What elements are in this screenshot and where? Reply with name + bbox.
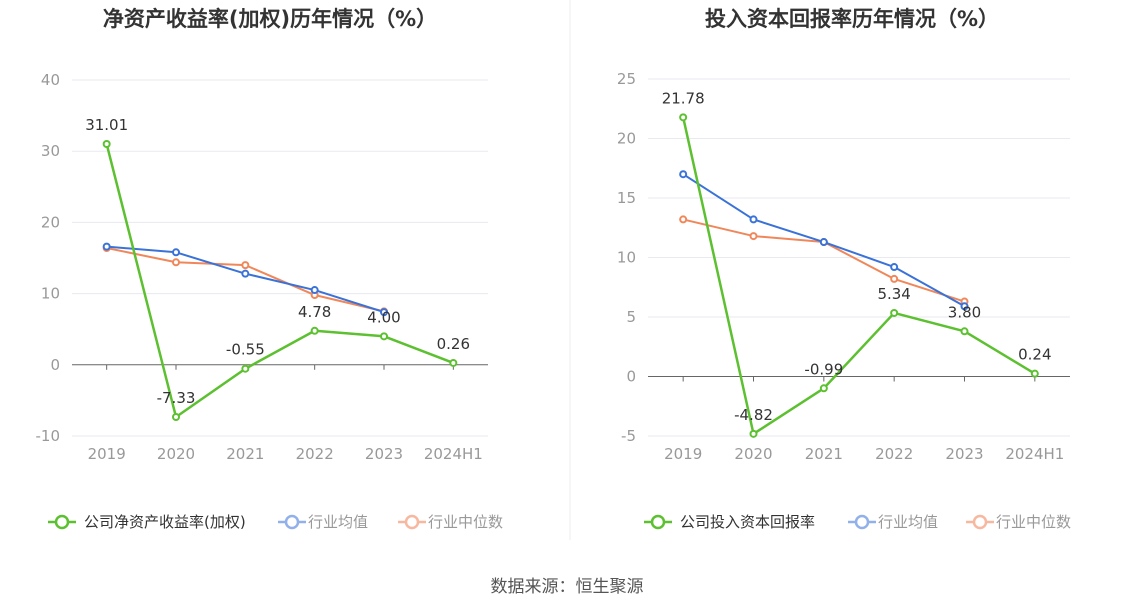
x-tick-label: 2024H1: [1005, 445, 1064, 463]
data-point-industry_avg[interactable]: [241, 269, 250, 278]
data-label: 31.01: [85, 116, 128, 134]
y-tick-label: 40: [41, 71, 60, 89]
data-point-company[interactable]: [102, 140, 111, 149]
data-source: 数据来源：恒生聚源: [491, 577, 644, 597]
series-line-company: [105, 143, 454, 419]
data-label: 0.26: [437, 335, 470, 353]
y-tick-label: 5: [626, 308, 636, 326]
data-point-company[interactable]: [241, 364, 250, 373]
x-tick-label: 2023: [365, 445, 403, 463]
y-tick-label: 20: [41, 213, 60, 231]
data-point-company[interactable]: [449, 358, 458, 367]
data-point-industry_avg[interactable]: [960, 302, 969, 311]
data-label: -0.99: [804, 360, 843, 378]
y-tick-label: -5: [621, 427, 636, 445]
data-point-industry_avg[interactable]: [890, 263, 899, 272]
y-tick-label: 0: [626, 368, 636, 386]
data-point-company[interactable]: [890, 308, 899, 317]
legend-label: 行业中位数: [996, 513, 1071, 531]
y-tick-label: 30: [41, 142, 60, 160]
chart-title: 投入资本回报率历年情况（%）: [705, 7, 999, 31]
x-tick-label: 2019: [664, 445, 702, 463]
data-point-industry_median[interactable]: [890, 274, 899, 283]
legend-marker: [854, 514, 870, 530]
data-label: 0.24: [1018, 346, 1051, 364]
legend-item-industry_avg[interactable]: 行业均值: [848, 513, 938, 531]
legend-marker: [54, 514, 70, 530]
x-tick-label: 2022: [296, 445, 334, 463]
legend-marker: [284, 514, 300, 530]
data-point-industry_avg[interactable]: [380, 308, 388, 317]
data-point-company[interactable]: [749, 429, 758, 438]
legend-item-company[interactable]: 公司净资产收益率(加权): [48, 513, 246, 531]
legend-label: 行业中位数: [428, 513, 503, 531]
roic-chart: 投入资本回报率历年情况（%） 25 20 15 10 5 0 -5 2019 2020 2021 20…: [617, 7, 1071, 531]
x-tick-label: 2019: [88, 445, 126, 463]
roe-chart: 净资产收益率(加权)历年情况（%） 40 30 20 10 0 -10 2019 2020 202…: [36, 7, 504, 531]
legend-label: 公司投入资本回报率: [680, 513, 815, 531]
y-tick-label: 15: [617, 189, 636, 207]
data-label: 5.34: [877, 285, 910, 303]
data-point-company[interactable]: [960, 327, 969, 336]
data-label: -4.82: [734, 406, 773, 424]
y-tick-label: -10: [36, 427, 61, 445]
legend-label: 公司净资产收益率(加权): [84, 513, 246, 531]
data-label: -7.33: [157, 389, 196, 407]
data-point-company[interactable]: [1030, 369, 1039, 378]
x-tick-label: 2021: [805, 445, 843, 463]
y-tick-label: 0: [50, 356, 60, 374]
data-point-company[interactable]: [172, 412, 180, 421]
y-tick-label: 10: [617, 249, 636, 267]
data-point-industry_median[interactable]: [749, 232, 758, 241]
x-tick-label: 2023: [945, 445, 983, 463]
series-line-industry_median: [106, 247, 385, 313]
data-point-company[interactable]: [819, 384, 828, 393]
series-line-company: [681, 117, 1036, 436]
data-label: 3.80: [948, 303, 981, 321]
data-point-company[interactable]: [310, 326, 319, 335]
legend-label: 行业均值: [878, 513, 938, 531]
data-point-industry_median[interactable]: [241, 261, 250, 270]
data-label: 4.00: [367, 308, 400, 326]
legend-item-company[interactable]: 公司投入资本回报率: [644, 513, 815, 531]
data-label: -0.55: [226, 341, 265, 359]
x-tick-label: 2022: [875, 445, 913, 463]
x-tick-label: 2024H1: [424, 445, 483, 463]
x-tick-label: 2020: [734, 445, 772, 463]
legend-marker: [404, 514, 420, 530]
data-point-industry_avg[interactable]: [172, 248, 180, 257]
legend-marker: [650, 514, 666, 530]
legend-item-industry_median[interactable]: 行业中位数: [398, 513, 503, 531]
data-point-company[interactable]: [679, 113, 688, 122]
data-point-industry_median[interactable]: [679, 215, 688, 224]
y-tick-label: 20: [617, 130, 636, 148]
legend-item-industry_median[interactable]: 行业中位数: [966, 513, 1071, 531]
data-point-industry_avg[interactable]: [749, 215, 758, 224]
legend-item-industry_avg[interactable]: 行业均值: [278, 513, 368, 531]
data-label: 4.78: [298, 303, 331, 321]
data-label: 21.78: [662, 89, 705, 107]
x-tick-label: 2020: [157, 445, 195, 463]
x-tick-label: 2021: [226, 445, 264, 463]
legend-label: 行业均值: [308, 513, 368, 531]
y-tick-label: 10: [41, 285, 60, 303]
legend-marker: [972, 514, 988, 530]
series-line-industry_median: [682, 218, 965, 303]
y-tick-label: 25: [617, 70, 636, 88]
data-point-industry_avg[interactable]: [819, 238, 828, 247]
data-point-industry_avg[interactable]: [679, 170, 688, 179]
data-point-company[interactable]: [380, 332, 388, 341]
data-point-industry_avg[interactable]: [310, 286, 319, 295]
data-point-industry_avg[interactable]: [102, 242, 111, 251]
data-point-industry_median[interactable]: [172, 258, 180, 267]
chart-title: 净资产收益率(加权)历年情况（%）: [103, 7, 437, 31]
